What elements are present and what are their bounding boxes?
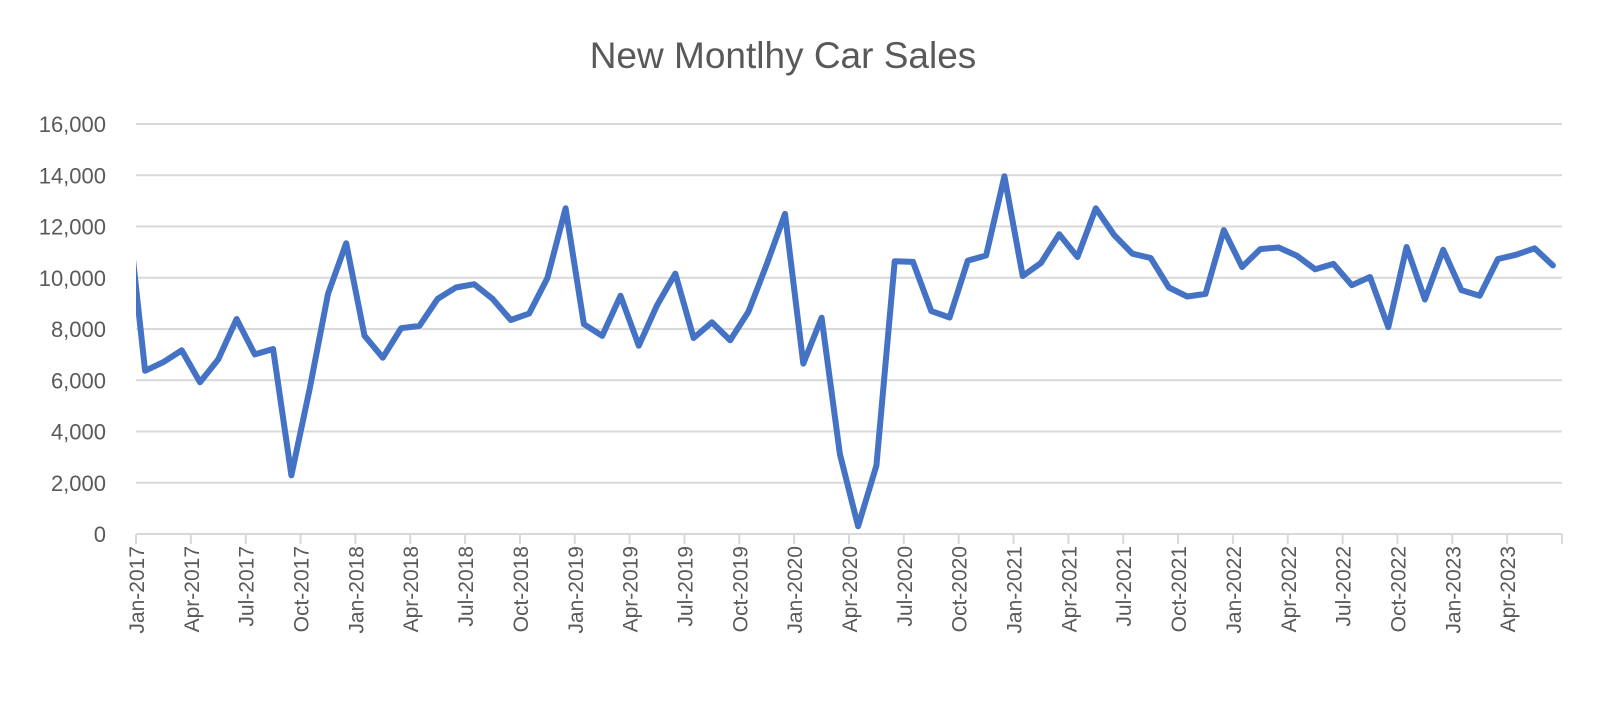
x-tick-label: Oct-2017 [291, 546, 314, 632]
gridlines [136, 123, 1562, 535]
x-tick-label: Jan-2017 [126, 546, 149, 634]
y-tick-label: 4,000 [51, 420, 106, 445]
x-tick-label: Jul-2021 [1113, 546, 1136, 627]
x-tick-label: Jan-2022 [1223, 546, 1246, 634]
series-line [136, 173, 1556, 530]
x-tick-label: Jan-2021 [1004, 546, 1027, 634]
x-tick-label: Oct-2021 [1168, 546, 1191, 632]
x-tick-label: Jan-2020 [784, 546, 807, 634]
x-tick-label: Jul-2018 [455, 546, 478, 627]
y-tick-label: 6,000 [51, 368, 106, 393]
x-tick-label: Apr-2022 [1278, 546, 1301, 632]
x-tick-label: Oct-2020 [949, 546, 972, 632]
x-tick-label: Jan-2019 [565, 546, 588, 634]
x-tick-label: Jul-2022 [1333, 546, 1356, 627]
x-tick-label: Apr-2020 [839, 546, 862, 632]
chart-title: New Montlhy Car Sales [590, 35, 977, 76]
y-axis-ticks: 0 2,000 4,000 6,000 8,000 10,000 12,000 14,000 1… [39, 112, 106, 547]
y-tick-label: 16,000 [39, 112, 106, 137]
x-tick-label: Jul-2019 [674, 546, 697, 627]
y-tick-label: 8,000 [51, 317, 106, 342]
x-tick-label: Oct-2022 [1387, 546, 1410, 632]
y-tick-label: 0 [94, 522, 106, 547]
x-tick-label: Oct-2018 [510, 546, 533, 632]
x-tick-label: Jan-2023 [1442, 546, 1465, 634]
x-tick-label: Apr-2023 [1497, 546, 1520, 632]
y-tick-label: 12,000 [39, 215, 106, 240]
x-axis: Jan-2017 Apr-2017 Jul-2017 Oct-2017 Jan-2018… [126, 534, 1563, 634]
y-tick-label: 10,000 [39, 266, 106, 291]
x-tick-label: Jan-2018 [345, 546, 368, 634]
y-tick-label: 14,000 [39, 163, 106, 188]
x-tick-label: Apr-2021 [1058, 546, 1081, 632]
data-points [145, 176, 1553, 526]
x-tick-label: Apr-2017 [181, 546, 204, 632]
x-tick-label: Apr-2019 [620, 546, 643, 632]
y-tick-label: 2,000 [51, 471, 106, 496]
x-tick-label: Apr-2018 [400, 546, 423, 632]
x-tick-label: Jul-2020 [894, 546, 917, 627]
x-tick-label: Oct-2019 [729, 546, 752, 632]
x-tick-label: Jul-2017 [236, 546, 259, 627]
